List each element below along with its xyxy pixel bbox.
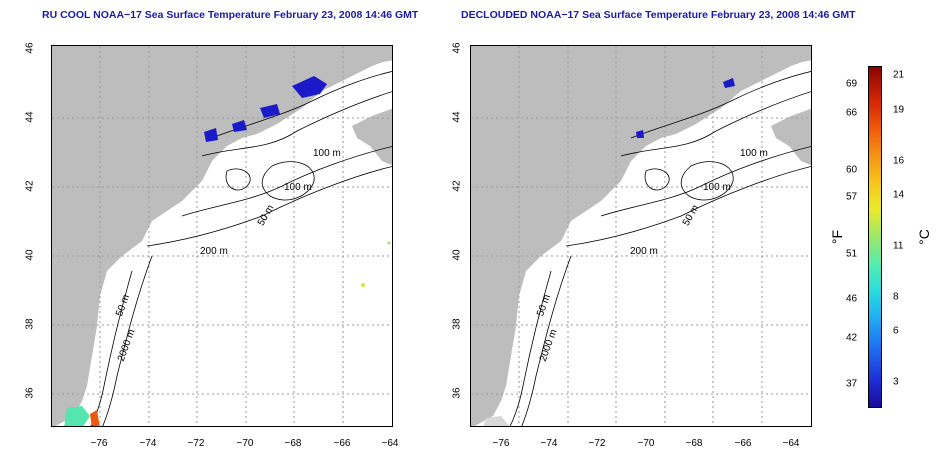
contour-label-200m: 200 m [630,246,658,257]
cb-c-19: 19 [893,104,905,116]
contour-label-100m-b: 100 m [703,182,731,193]
contour-label-100m-a: 100 m [313,148,341,159]
right-lon-66: −66 [734,438,752,449]
cb-c-21: 21 [893,69,905,81]
temperature-colorbar [868,66,882,408]
cb-c-3: 3 [893,376,899,388]
nova-scotia [297,46,392,88]
cb-f-46: 46 [846,293,858,305]
nova-scotia [716,46,811,88]
left-lon-74: −74 [139,438,157,449]
bathymetry-contours [509,71,811,426]
cb-f-37: 37 [846,378,858,390]
right-map-title: DECLOUDED NOAA−17 Sea Surface Temperatur… [461,9,856,21]
left-map-panel [51,45,393,427]
right-lat-44: 44 [451,111,463,123]
right-lon-74: −74 [540,438,558,449]
contour-label-100m-b: 100 m [284,182,312,193]
right-lat-42: 42 [451,180,463,192]
newfoundland-tip [352,108,392,166]
cb-f-60: 60 [846,164,858,176]
newfoundland-tip [771,108,811,166]
left-map-title: RU COOL NOAA−17 Sea Surface Temperature … [42,9,419,21]
right-lon-76: −76 [492,438,510,449]
cb-f-51: 51 [846,248,858,260]
right-map-panel [470,45,812,427]
left-lat-42: 42 [24,180,36,192]
cb-f-66: 66 [846,107,858,119]
left-lat-38: 38 [24,318,36,330]
land-mass [52,46,392,426]
celsius-unit-label: °C [915,229,932,245]
left-lon-66: −66 [333,438,351,449]
sst-cold-patches [636,78,735,138]
sst-cold-patches [204,76,327,142]
cb-c-8: 8 [893,291,899,303]
left-lon-68: −68 [284,438,302,449]
cb-f-42: 42 [846,332,858,344]
left-lon-72: −72 [187,438,205,449]
fahrenheit-unit-label: °F [829,229,846,245]
right-lon-64: −64 [782,438,800,449]
cb-c-11: 11 [893,240,904,252]
cb-c-6: 6 [893,325,899,337]
right-map-canvas [471,46,811,426]
left-lat-46: 46 [24,42,36,54]
right-lat-38: 38 [451,318,463,330]
right-lon-68: −68 [685,438,703,449]
left-lat-44: 44 [24,111,36,123]
cb-c-16: 16 [893,155,905,167]
contour-label-200m: 200 m [200,246,228,257]
right-lat-40: 40 [451,249,463,261]
left-lon-76: −76 [90,438,108,449]
cb-c-14: 14 [893,189,905,201]
left-lat-40: 40 [24,249,36,261]
contour-label-100m-a: 100 m [740,148,768,159]
right-lon-70: −70 [637,438,655,449]
sst-warm-patches [64,241,391,426]
cb-f-57: 57 [846,191,858,203]
left-lon-64: −64 [381,438,399,449]
cb-f-69: 69 [846,78,858,90]
left-lat-36: 36 [24,387,36,399]
right-lon-72: −72 [588,438,606,449]
map-grid [52,46,392,426]
right-lat-46: 46 [451,42,463,54]
left-lon-70: −70 [236,438,254,449]
map-grid [471,46,811,426]
left-map-canvas [52,46,392,426]
sst-fill-patch [483,416,510,426]
land-mass [471,46,811,426]
right-lat-36: 36 [451,387,463,399]
